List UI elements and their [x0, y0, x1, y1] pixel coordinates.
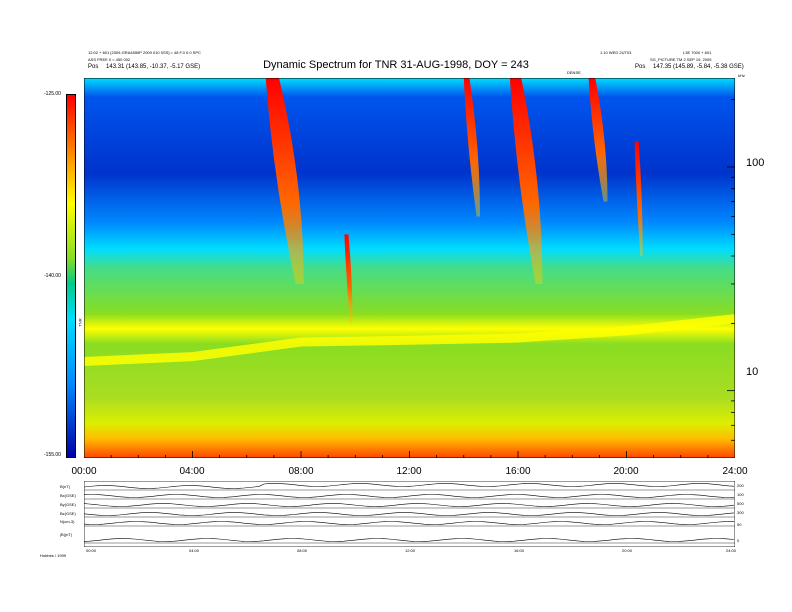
header-right-line1a: 1.10 WED 2UT03: [600, 50, 632, 55]
panel-label-0: B(nT): [60, 484, 70, 489]
y-axis-unit: kHz: [738, 73, 745, 78]
x-tick-6: 24:00: [722, 466, 748, 477]
panel-label-2: By(GSE): [60, 502, 76, 507]
colorbar-tick-top: -125.00: [44, 91, 61, 97]
panel-rtick-4: 50: [737, 522, 742, 527]
header-info-line1: 12:02 + 601 [2009-GRA4559P 2009 010 0SS]…: [88, 50, 201, 55]
pos-right-label: Pos: [635, 64, 646, 70]
pos-left-values: 143.31 (143.85, -10.37, -5.17 GSE): [106, 64, 201, 70]
footer-credit: Hobbes / 1999: [40, 553, 67, 558]
panel-label-1: Bx(GSE): [60, 493, 76, 498]
panel-trace-3: [84, 512, 735, 516]
x-tick-2: 08:00: [288, 466, 314, 477]
emission-event-1: [344, 234, 353, 324]
panel-label-4: N(cm-3): [60, 519, 75, 524]
y-tick-10: 10: [746, 366, 759, 378]
panel-rtick-1: 100: [737, 492, 744, 497]
emission-event-4: [588, 78, 608, 202]
header-info-line2: ASS FREE 0 = 450 002: [88, 57, 131, 62]
panel-x-tick-2: 08:00: [297, 548, 308, 553]
emission-event-3: [509, 78, 543, 284]
spectrogram-background: [84, 78, 735, 458]
panel-trace-2: [84, 503, 735, 507]
panel-rtick-2: 500: [737, 501, 744, 506]
panel-x-tick-0: 00:00: [86, 548, 97, 553]
parameter-panels: [84, 481, 735, 547]
emission-event-0: [265, 78, 304, 284]
header-right-line1b: L3E 7000 + 601: [683, 50, 712, 55]
y-tick-100: 100: [746, 157, 765, 169]
panel-rtick-3: 300: [737, 510, 744, 515]
spectrogram-plot: [84, 78, 735, 458]
emission-event-2: [463, 78, 481, 217]
plasma-line: [84, 314, 735, 366]
x-tick-5: 20:00: [613, 466, 639, 477]
colorbar-tick-bottom: -155.00: [44, 452, 61, 458]
panel-x-tick-4: 16:00: [514, 548, 525, 553]
colorbar: [66, 94, 76, 458]
panel-label-3: Bz(GSE): [60, 511, 76, 516]
marker-label: DENSE: [567, 70, 581, 75]
panel-trace-5: [84, 538, 735, 542]
x-tick-4: 16:00: [505, 466, 531, 477]
header-pos-left: Pos 143.31 (143.85, -10.37, -5.17 GSE): [88, 64, 200, 71]
panel-trace-4: [84, 521, 735, 525]
colorbar-label: TNR: [77, 318, 83, 327]
x-tick-3: 12:00: [396, 466, 422, 477]
pos-left-label: Pos: [88, 64, 99, 70]
emission-event-5: [634, 141, 643, 257]
panel-trace-0: [84, 483, 735, 489]
colorbar-tick-mid: -140.00: [44, 273, 61, 279]
panel-rtick-5: 0: [737, 538, 740, 543]
panel-x-tick-5: 20:00: [622, 548, 633, 553]
chart-title: Dynamic Spectrum for TNR 31-AUG-1998, DO…: [263, 59, 529, 71]
panel-trace-1: [84, 494, 735, 498]
panel-x-tick-6: 24:00: [726, 548, 737, 553]
pos-right-values: 147.35 (145.89, -5.84, -5.38 GSE): [653, 64, 744, 70]
panel-rtick-0: 200: [737, 483, 744, 488]
header-right-line2: SG_PICTURE TM 2 SEP 19, 2005: [650, 57, 712, 62]
panel-label-5: |B|(nT): [60, 532, 73, 537]
x-tick-0: 00:00: [71, 466, 97, 477]
header-pos-right: Pos 147.35 (145.89, -5.84, -5.38 GSE): [635, 64, 744, 71]
panel-x-tick-1: 04:00: [189, 548, 200, 553]
x-tick-1: 04:00: [179, 466, 205, 477]
panel-x-tick-3: 12:00: [405, 548, 416, 553]
